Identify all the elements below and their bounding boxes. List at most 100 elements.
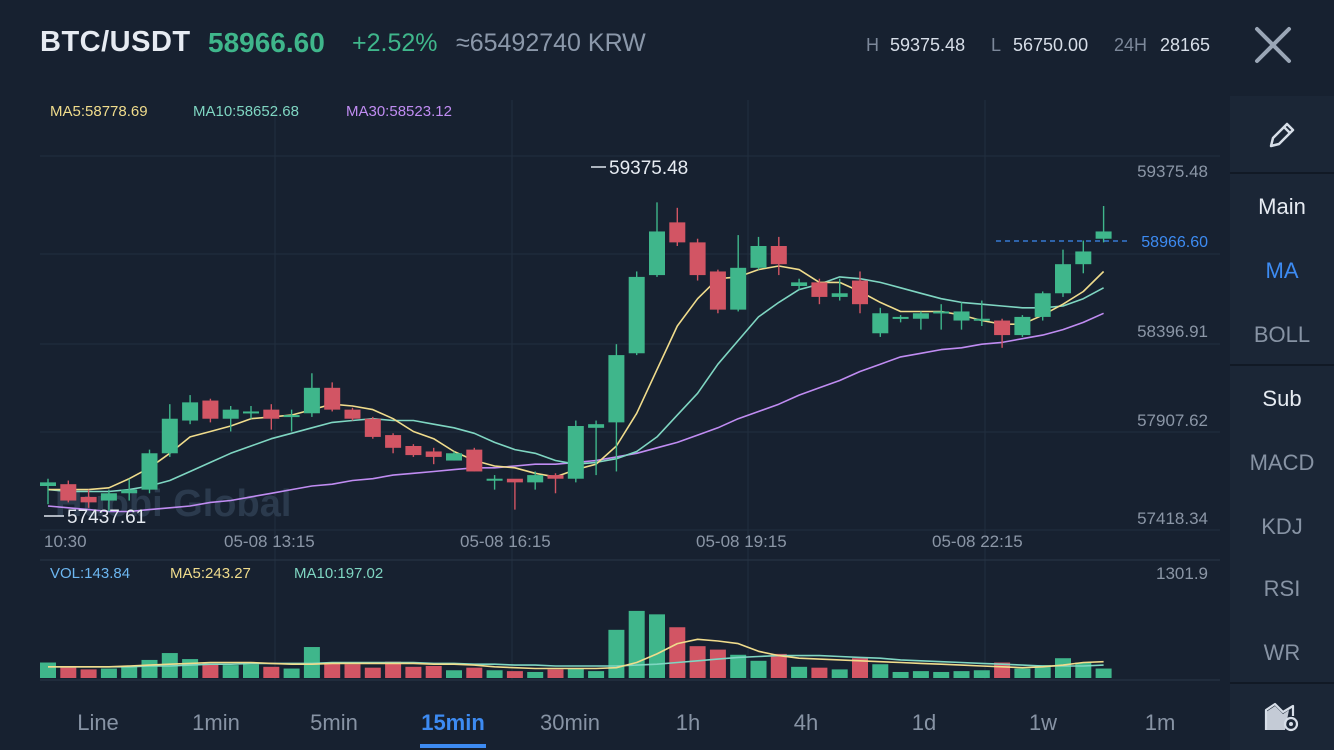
timeframe-bar: Line 1min 5min 15min 30min 1h 4h 1d 1w 1… xyxy=(0,690,1230,750)
ma10-legend: MA10:58652.68 xyxy=(193,103,299,120)
draw-tool-button[interactable] xyxy=(1230,118,1334,158)
volume-bar xyxy=(466,667,483,678)
candle-body xyxy=(1034,293,1051,317)
last-price: 58966.60 xyxy=(208,27,325,58)
candle-body xyxy=(953,311,970,321)
candle-body xyxy=(263,409,280,419)
high-key: H xyxy=(866,35,879,55)
candle-body xyxy=(283,415,300,418)
ma-indicator-option[interactable]: MA xyxy=(1265,258,1299,283)
candle-body xyxy=(892,316,909,319)
timeframe-1d[interactable]: 1d xyxy=(911,710,937,735)
volume-bar xyxy=(121,665,138,678)
chart-grid xyxy=(40,100,1220,681)
volume-bar xyxy=(669,627,686,678)
main-indicator-header: Main xyxy=(1258,194,1306,219)
vol-ma5-legend: MA5:243.27 xyxy=(170,565,251,582)
candle-body xyxy=(364,418,381,437)
candle-body xyxy=(567,426,584,479)
timeframe-15min[interactable]: 15min xyxy=(421,710,485,735)
boll-indicator-option[interactable]: BOLL xyxy=(1253,322,1311,347)
candle-body xyxy=(344,409,361,419)
timeframe-1w[interactable]: 1w xyxy=(1028,710,1058,735)
candle-body xyxy=(852,280,868,305)
volume-bar xyxy=(770,653,787,678)
candle-body xyxy=(324,387,341,410)
candle-body xyxy=(1014,316,1031,336)
y-tick-label: 59375.48 xyxy=(1137,162,1208,181)
candle-body xyxy=(161,418,178,454)
candle-body xyxy=(791,282,808,286)
volume-24h-key: 24H xyxy=(1114,35,1148,55)
volume-bar xyxy=(141,659,158,678)
chart-area[interactable]: Huobi Global MA5:58778.69 MA10:58652.68 … xyxy=(0,96,1230,686)
candle-body xyxy=(40,482,56,486)
candle-body xyxy=(811,282,828,297)
candle-body xyxy=(425,451,442,457)
volume-bar xyxy=(506,671,523,678)
kdj-indicator-option[interactable]: KDJ xyxy=(1261,514,1303,539)
candle-body xyxy=(527,475,544,483)
candles xyxy=(40,202,1112,512)
candle-body xyxy=(446,453,462,461)
y-tick-label: 58396.91 xyxy=(1137,322,1208,341)
timeframe-5min[interactable]: 5min xyxy=(310,710,358,735)
volume-ma-lines xyxy=(48,638,1104,670)
candle-body xyxy=(770,246,787,265)
candle-body xyxy=(60,484,77,501)
timeframe-1h[interactable]: 1h xyxy=(675,710,701,735)
timeframe-1min[interactable]: 1min xyxy=(192,710,240,735)
timeframe-30min[interactable]: 30min xyxy=(540,710,600,735)
candle-body xyxy=(628,276,645,354)
pencil-icon xyxy=(1269,122,1295,148)
candle-body xyxy=(649,231,665,276)
volume-bar xyxy=(831,669,848,678)
timeframe-line[interactable]: Line xyxy=(77,710,119,735)
candlestick-chart[interactable]: Huobi Global MA5:58778.69 MA10:58652.68 … xyxy=(0,96,1230,686)
candle-body xyxy=(588,424,605,428)
volume-bar xyxy=(973,670,990,678)
watermark-text: Huobi Global xyxy=(55,483,291,525)
current-price-label: 58966.60 xyxy=(1141,234,1208,251)
timeframe-1m[interactable]: 1m xyxy=(1144,710,1176,735)
volume-bar xyxy=(750,660,767,678)
volume-bar xyxy=(263,666,280,678)
macd-indicator-option[interactable]: MACD xyxy=(1249,450,1315,475)
candle-body xyxy=(689,242,706,276)
rsi-indicator-option[interactable]: RSI xyxy=(1263,576,1301,601)
candle-body xyxy=(547,475,564,479)
high-value: 59375.48 xyxy=(890,35,966,55)
indicator-panel: Main MA BOLL Sub MACD KDJ RSI WR xyxy=(1230,96,1334,750)
wr-indicator-option[interactable]: WR xyxy=(1263,640,1301,665)
candle-body xyxy=(608,355,625,423)
candle-body xyxy=(141,453,158,490)
candle-body xyxy=(912,313,929,319)
volume-bar xyxy=(40,662,56,678)
low-marker-label: 57437.61 xyxy=(67,507,146,528)
ma5-legend: MA5:58778.69 xyxy=(50,103,148,120)
candle-body xyxy=(303,387,320,414)
volume-bar xyxy=(1095,668,1112,678)
close-button[interactable] xyxy=(1252,24,1294,66)
candle-body xyxy=(466,449,483,472)
timeframe-4h[interactable]: 4h xyxy=(793,710,819,735)
candle-body xyxy=(182,402,199,421)
vol-legend: VOL:143.84 xyxy=(50,565,130,582)
volume-bar xyxy=(933,671,950,678)
volume-bar xyxy=(182,659,199,678)
volume-bar xyxy=(588,671,605,678)
header-bar: BTC/USDT 58966.60 +2.52% ≈65492740 KRW H… xyxy=(0,0,1334,88)
trading-pair[interactable]: BTC/USDT xyxy=(40,26,191,58)
volume-bar xyxy=(303,647,320,678)
candle-body xyxy=(506,478,523,483)
volume-bar xyxy=(202,663,219,678)
volume-bar xyxy=(446,670,462,678)
volume-bar xyxy=(547,669,564,678)
volume-bar xyxy=(324,663,341,678)
volume-bar xyxy=(811,667,828,678)
candle-body xyxy=(222,409,239,419)
candle-body xyxy=(1055,264,1071,294)
chart-settings-button[interactable] xyxy=(1230,700,1334,740)
volume-bar xyxy=(60,666,77,678)
active-timeframe-indicator xyxy=(420,744,486,748)
